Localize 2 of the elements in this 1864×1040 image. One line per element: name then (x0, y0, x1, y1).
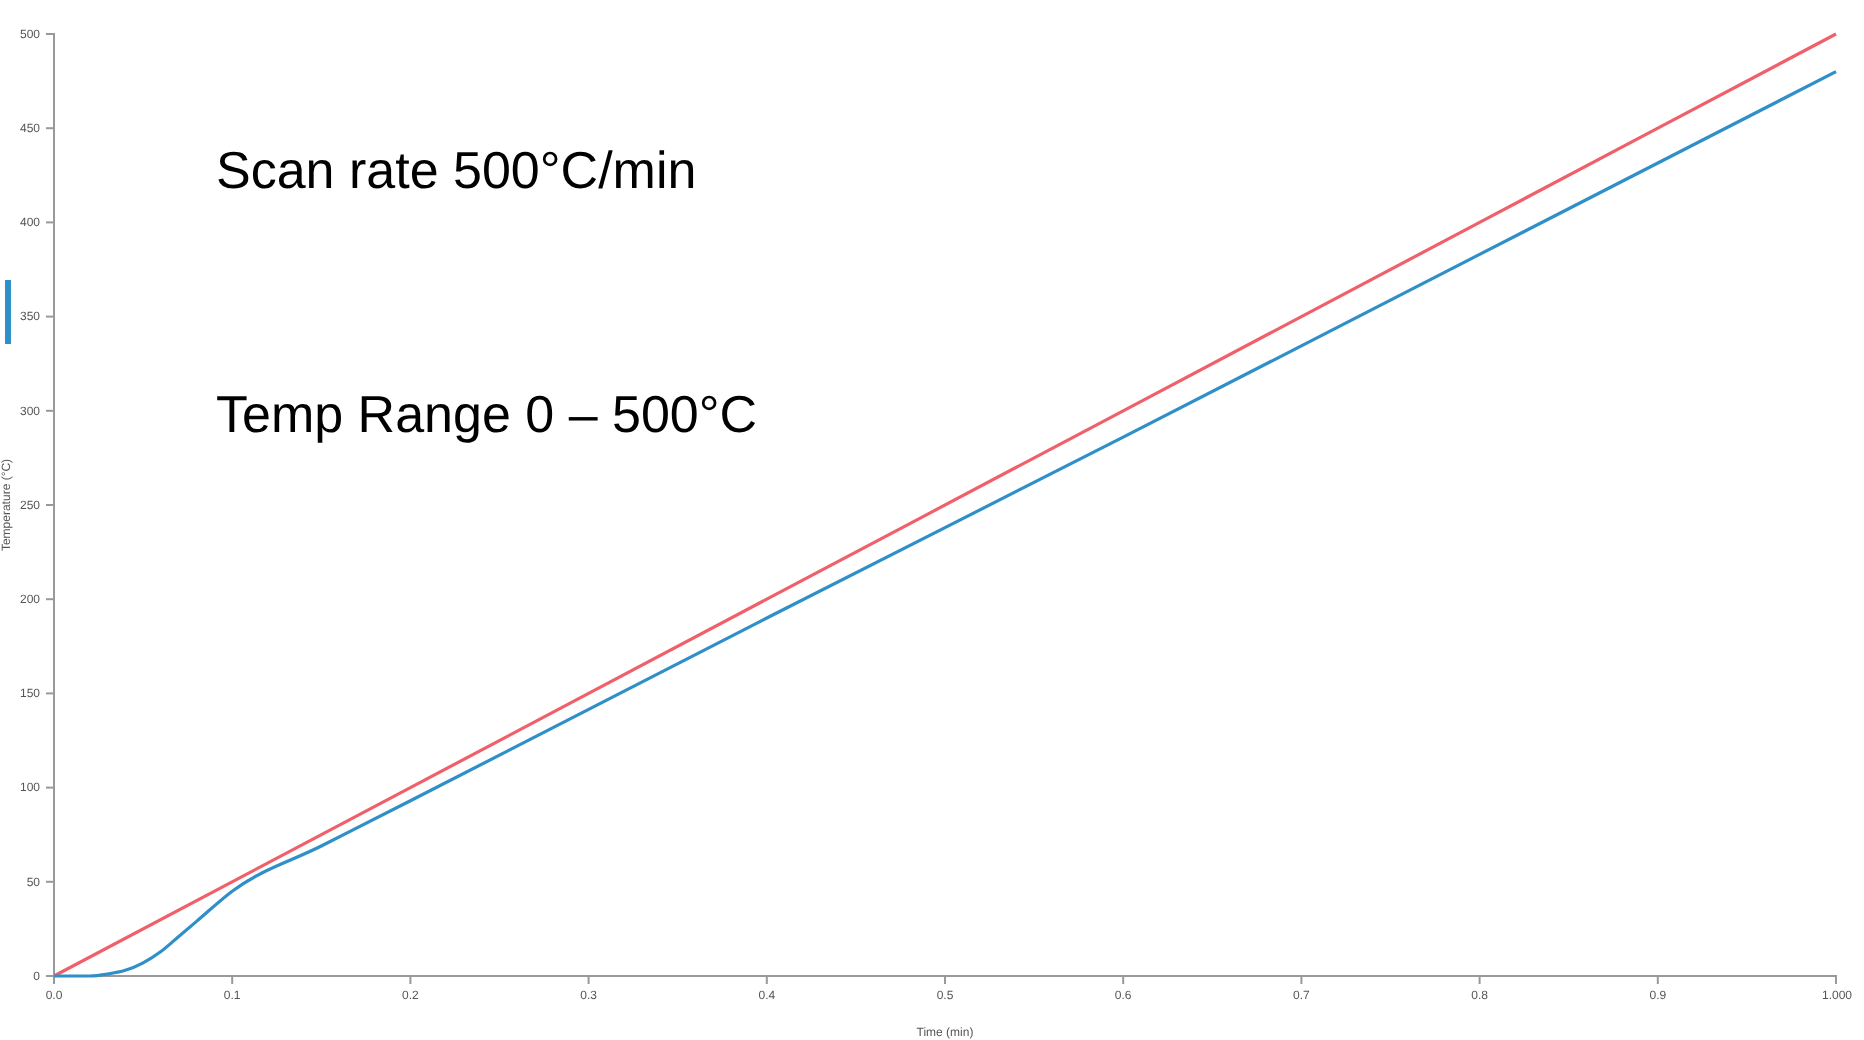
annotation: Temp Range 0 – 500°C (216, 384, 758, 444)
annotation: Scan rate 500°C/min (216, 140, 697, 200)
